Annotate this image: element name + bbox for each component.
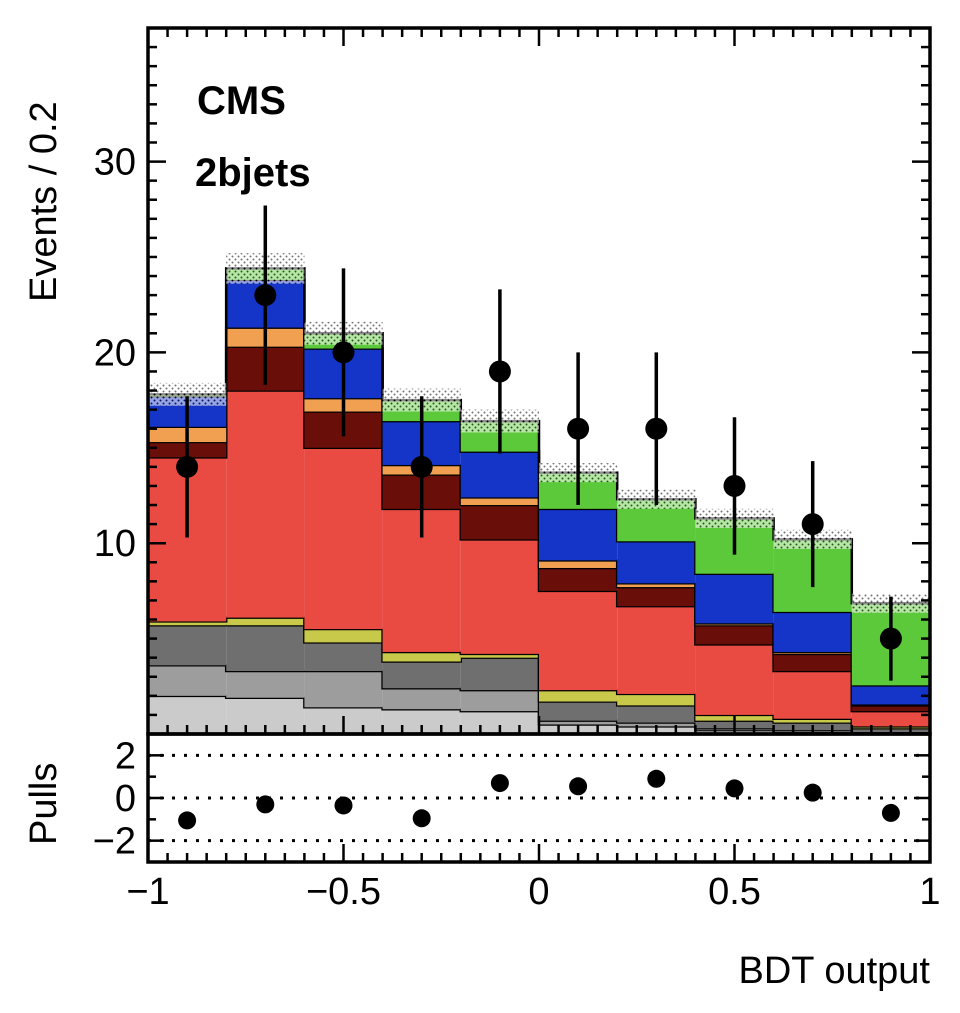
stack-4-bin-1 — [226, 390, 305, 618]
stack-1-bin-3 — [382, 688, 461, 710]
stack-4-bin-2 — [304, 447, 383, 630]
category-label: 2bjets — [195, 151, 311, 195]
pull-point-5 — [569, 777, 588, 796]
stack-3-bin-4 — [460, 653, 539, 658]
stack-4-bin-4 — [460, 539, 539, 654]
stack-5-bin-4 — [460, 505, 539, 540]
stack-7-bin-5 — [539, 508, 618, 561]
stack-1-bin-0 — [148, 665, 227, 696]
stack-2-bin-0 — [148, 625, 227, 666]
main-y-tick-label-1: 20 — [94, 332, 136, 374]
stack-6-bin-5 — [539, 560, 618, 568]
pulls-y-tick-label-1: 0 — [115, 778, 136, 820]
main-y-tick-label-0: 10 — [94, 523, 136, 565]
pulls-y-tick-label-2: 2 — [115, 735, 136, 777]
pull-point-0 — [178, 811, 197, 830]
stack-1-bin-5 — [539, 720, 618, 725]
stack-3-bin-5 — [539, 690, 618, 702]
x-axis-label: BDT output — [738, 950, 930, 992]
data-point-0 — [176, 455, 199, 478]
stack-2-bin-5 — [539, 701, 618, 721]
y-axis-label-pulls: Pulls — [23, 763, 65, 845]
stack-7-bin-4 — [460, 451, 539, 498]
pull-point-8 — [803, 783, 822, 802]
stack-2-bin-1 — [226, 625, 305, 672]
stack-1-bin-1 — [226, 671, 305, 698]
stack-4-bin-9 — [851, 711, 930, 727]
stack-3-bin-1 — [226, 617, 305, 626]
stack-3-bin-0 — [148, 621, 227, 626]
data-point-4 — [488, 360, 511, 383]
stack-6-bin-6 — [617, 583, 696, 588]
stack-1-bin-2 — [304, 671, 383, 708]
pull-point-9 — [881, 803, 900, 822]
data-point-6 — [645, 417, 668, 440]
data-point-8 — [801, 513, 824, 536]
stack-7-bin-7 — [695, 573, 774, 624]
data-point-7 — [723, 474, 746, 497]
stack-7-bin-6 — [617, 541, 696, 584]
stack-5-bin-9 — [851, 705, 930, 712]
stack-2-bin-4 — [460, 657, 539, 691]
stack-6-bin-4 — [460, 497, 539, 506]
x-tick-label-3: 0.5 — [708, 871, 761, 913]
data-point-9 — [879, 627, 902, 650]
pull-point-7 — [725, 779, 744, 798]
pulls-y-tick-label-0: −2 — [93, 821, 136, 863]
stack-2-bin-2 — [304, 642, 383, 672]
pull-point-3 — [412, 809, 431, 828]
main-y-tick-label-2: 30 — [94, 142, 136, 184]
x-tick-label-0: −1 — [126, 871, 169, 913]
stack-4-bin-8 — [773, 671, 852, 719]
stack-3-bin-6 — [617, 693, 696, 706]
stack-2-bin-6 — [617, 705, 696, 723]
uncertainty-band-bin-0 — [148, 382, 227, 406]
x-tick-label-1: −0.5 — [306, 871, 381, 913]
data-point-1 — [254, 284, 277, 307]
data-point-3 — [410, 455, 433, 478]
stack-3-bin-2 — [304, 629, 383, 643]
x-tick-label-2: 0 — [528, 871, 549, 913]
cms-label: CMS — [197, 79, 286, 123]
stack-4-bin-5 — [539, 590, 618, 691]
pull-point-1 — [256, 795, 275, 814]
stack-5-bin-8 — [773, 653, 852, 672]
stack-2-bin-3 — [382, 661, 461, 689]
stack-4-bin-6 — [617, 606, 696, 694]
pull-point-6 — [647, 769, 666, 788]
stack-7-bin-8 — [773, 611, 852, 652]
data-point-5 — [567, 417, 590, 440]
stack-5-bin-7 — [695, 625, 774, 645]
data-point-2 — [332, 341, 355, 364]
stack-5-bin-5 — [539, 567, 618, 591]
stack-1-bin-6 — [617, 722, 696, 727]
y-axis-label-main: Events / 0.2 — [23, 101, 65, 302]
stack-4-bin-7 — [695, 644, 774, 715]
stack-7-bin-9 — [851, 685, 930, 705]
pull-point-2 — [334, 796, 353, 815]
x-tick-label-4: 1 — [919, 871, 940, 913]
stack-5-bin-6 — [617, 587, 696, 607]
stack-3-bin-3 — [382, 651, 461, 662]
pull-point-4 — [490, 774, 509, 793]
stack-3-bin-8 — [773, 718, 852, 723]
stack-1-bin-4 — [460, 690, 539, 712]
